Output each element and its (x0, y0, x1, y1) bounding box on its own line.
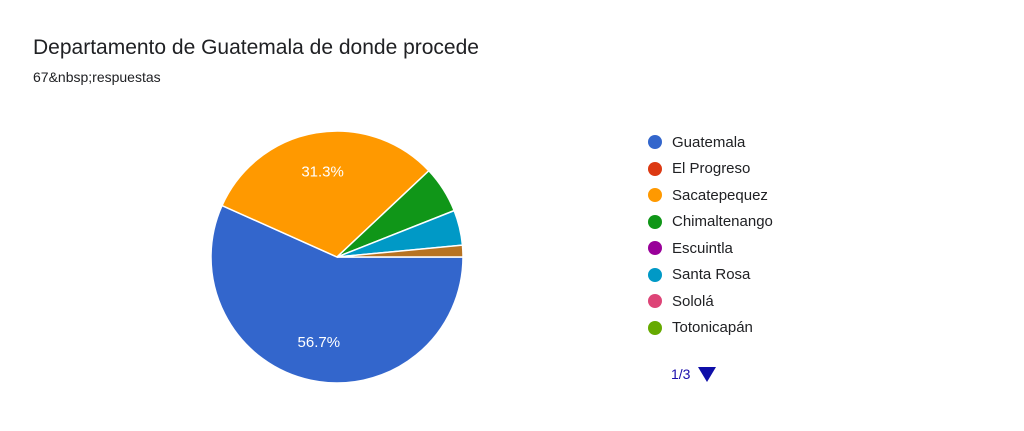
legend-label: El Progreso (672, 160, 751, 178)
legend-swatch (648, 241, 662, 256)
legend-item[interactable]: Chimaltenango (648, 209, 773, 236)
legend-item[interactable]: Sacatepequez (648, 182, 773, 209)
legend-label: Sacatepequez (672, 186, 768, 204)
legend-swatch (648, 214, 662, 229)
legend-swatch (648, 135, 662, 150)
slice-data-label: 31.3% (301, 163, 344, 180)
legend-item[interactable]: Escuintla (648, 235, 773, 262)
response-count: 67&nbsp;respuestas (33, 69, 161, 85)
legend-item[interactable]: El Progreso (648, 156, 773, 183)
pie-slice-sacatepequez[interactable] (221, 130, 430, 258)
pager-label: 1/3 (671, 366, 691, 382)
legend-item[interactable]: Santa Rosa (648, 262, 773, 289)
pie-slice-guatemala[interactable] (210, 204, 464, 384)
legend-swatch (648, 320, 662, 335)
legend-item[interactable]: Sololá (648, 288, 773, 315)
legend-label: Escuintla (672, 239, 733, 257)
chart-title: Departamento de Guatemala de donde proce… (33, 36, 479, 59)
legend-swatch (648, 267, 662, 282)
legend-label: Totonicapán (672, 319, 753, 337)
legend-swatch (648, 161, 662, 176)
legend-item[interactable]: Totonicapán (648, 315, 773, 342)
legend-label: Sololá (672, 292, 714, 310)
legend-label: Guatemala (672, 133, 746, 151)
legend-swatch (648, 294, 662, 309)
triangle-down-icon[interactable] (698, 366, 717, 382)
legend-pager: 1/3 (671, 366, 717, 382)
chart-legend: Guatemala El Progreso Sacatepequez Chimalte… (648, 129, 773, 341)
legend-item[interactable]: Guatemala (648, 129, 773, 156)
legend-label: Santa Rosa (672, 266, 751, 284)
legend-label: Chimaltenango (672, 213, 773, 231)
slice-data-label: 56.7% (298, 334, 341, 351)
pie-slice-other[interactable] (336, 244, 464, 258)
legend-swatch (648, 188, 662, 203)
